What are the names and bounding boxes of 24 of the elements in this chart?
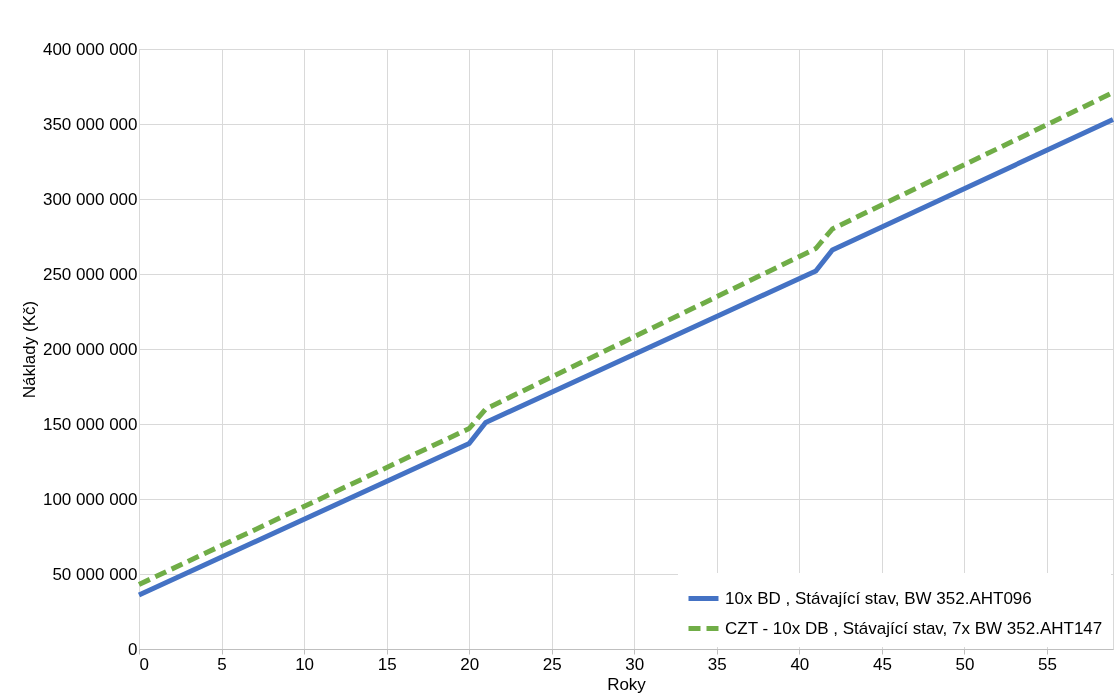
x-axis-title: Roky <box>607 674 647 694</box>
legend-label: 10x BD , Stávající stav, BW 352.AHT096 <box>725 588 1032 608</box>
x-tick-label: 50 <box>955 654 975 674</box>
x-tick-label: 10 <box>295 654 315 674</box>
y-tick-label: 300 000 000 <box>42 189 138 209</box>
legend-label: CZT - 10x DB , Stávající stav, 7x BW 352.AHT147 <box>725 618 1103 638</box>
y-tick-label: 400 000 000 <box>42 39 138 59</box>
x-tick-label: 15 <box>377 654 397 674</box>
y-tick-label: 100 000 000 <box>42 489 138 509</box>
x-tick-label: 25 <box>542 654 562 674</box>
x-tick-label: 35 <box>707 654 727 674</box>
x-tick-label: 55 <box>1038 654 1057 674</box>
x-tick-label: 30 <box>625 654 645 674</box>
x-tick-label: 40 <box>790 654 810 674</box>
x-tick-label: 5 <box>217 654 227 674</box>
y-tick-label: 50 000 000 <box>52 564 138 584</box>
x-tick-label: 20 <box>460 654 480 674</box>
y-tick-label: 0 <box>128 639 138 659</box>
y-axis-title: Náklady (Kč) <box>19 300 39 399</box>
y-tick-label: 350 000 000 <box>42 114 138 134</box>
y-tick-label: 250 000 000 <box>42 264 138 284</box>
x-tick-label: 45 <box>872 654 892 674</box>
y-tick-label: 150 000 000 <box>42 414 138 434</box>
y-tick-label: 200 000 000 <box>42 339 138 359</box>
